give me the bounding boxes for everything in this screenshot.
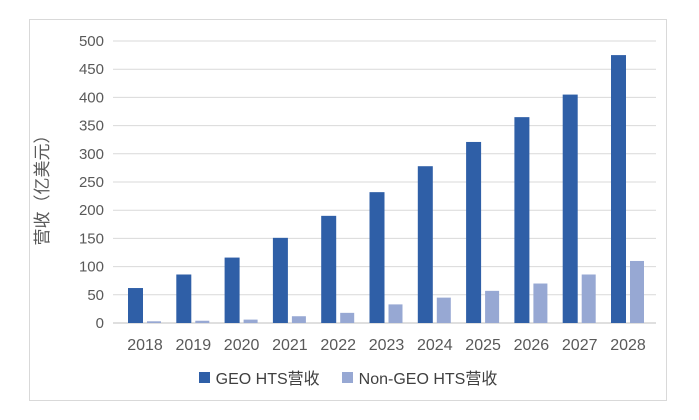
bar-nongeo-2025 bbox=[485, 290, 500, 323]
bar-geo-2024 bbox=[417, 166, 433, 323]
y-tick-label-0: 0 bbox=[96, 315, 104, 332]
bar-geo-2019 bbox=[176, 274, 192, 323]
legend: GEO HTS营收 Non-GEO HTS营收 bbox=[30, 365, 666, 389]
x-tick-label-2027: 2027 bbox=[562, 337, 598, 354]
x-tick-label-2025: 2025 bbox=[465, 337, 501, 354]
bar-geo-2025 bbox=[466, 141, 482, 323]
legend-swatch-geo-icon bbox=[198, 371, 210, 383]
x-tick-label-2021: 2021 bbox=[272, 337, 308, 354]
y-tick-label-250: 250 bbox=[79, 174, 104, 191]
x-tick-label-2028: 2028 bbox=[610, 337, 646, 354]
bar-geo-2021 bbox=[272, 237, 288, 323]
bar-geo-2023 bbox=[369, 192, 385, 323]
bar-geo-2018 bbox=[128, 288, 143, 323]
y-tick-label-50: 50 bbox=[87, 287, 104, 304]
x-tick-label-2018: 2018 bbox=[127, 337, 163, 354]
x-tick-label-2019: 2019 bbox=[176, 337, 212, 354]
bar-nongeo-2022 bbox=[340, 312, 355, 323]
y-tick-label-100: 100 bbox=[79, 259, 104, 276]
bar-nongeo-2028 bbox=[630, 260, 644, 323]
legend-item-geo: GEO HTS营收 bbox=[198, 365, 320, 389]
x-tick-label-2020: 2020 bbox=[224, 337, 260, 354]
bar-geo-2020 bbox=[224, 257, 240, 323]
y-tick-label-350: 350 bbox=[79, 118, 104, 135]
bar-nongeo-2018 bbox=[147, 321, 161, 323]
bar-nongeo-2026 bbox=[533, 283, 548, 323]
x-tick-label-2026: 2026 bbox=[514, 337, 550, 354]
chart-frame: 0 50 100 150 200 250 300 350 400 450 500 营收（亿美元） 201… bbox=[29, 19, 667, 401]
legend-swatch-nongeo-icon bbox=[341, 371, 353, 383]
legend-label-nongeo: Non-GEO HTS营收 bbox=[358, 371, 498, 388]
bar-nongeo-2019 bbox=[195, 320, 210, 323]
x-tick-label-2022: 2022 bbox=[320, 337, 356, 354]
bar-nongeo-2024 bbox=[436, 297, 451, 323]
bar-chart-plot: 0 50 100 150 200 250 300 350 400 450 500 营收（亿美元） 201… bbox=[33, 33, 656, 354]
bar-geo-2022 bbox=[321, 215, 337, 323]
y-tick-label-300: 300 bbox=[79, 146, 104, 163]
bar-geo-2027 bbox=[562, 94, 578, 323]
legend-item-nongeo: Non-GEO HTS营收 bbox=[341, 365, 498, 389]
bar-nongeo-2020 bbox=[243, 319, 258, 323]
y-tick-label-150: 150 bbox=[79, 230, 104, 247]
bar-nongeo-2023 bbox=[388, 304, 403, 323]
x-tick-label-2023: 2023 bbox=[369, 337, 405, 354]
y-tick-label-450: 450 bbox=[79, 61, 104, 78]
bar-geo-2026 bbox=[514, 117, 530, 323]
y-axis-title: 营收（亿美元） bbox=[33, 127, 52, 246]
legend-label-geo: GEO HTS营收 bbox=[215, 371, 320, 388]
x-tick-label-2024: 2024 bbox=[417, 337, 453, 354]
bar-nongeo-2027 bbox=[581, 274, 596, 323]
y-tick-label-200: 200 bbox=[79, 202, 104, 219]
y-tick-label-400: 400 bbox=[79, 89, 104, 106]
bar-geo-2028 bbox=[611, 55, 626, 323]
y-tick-label-500: 500 bbox=[79, 33, 104, 50]
bar-nongeo-2021 bbox=[291, 316, 306, 323]
